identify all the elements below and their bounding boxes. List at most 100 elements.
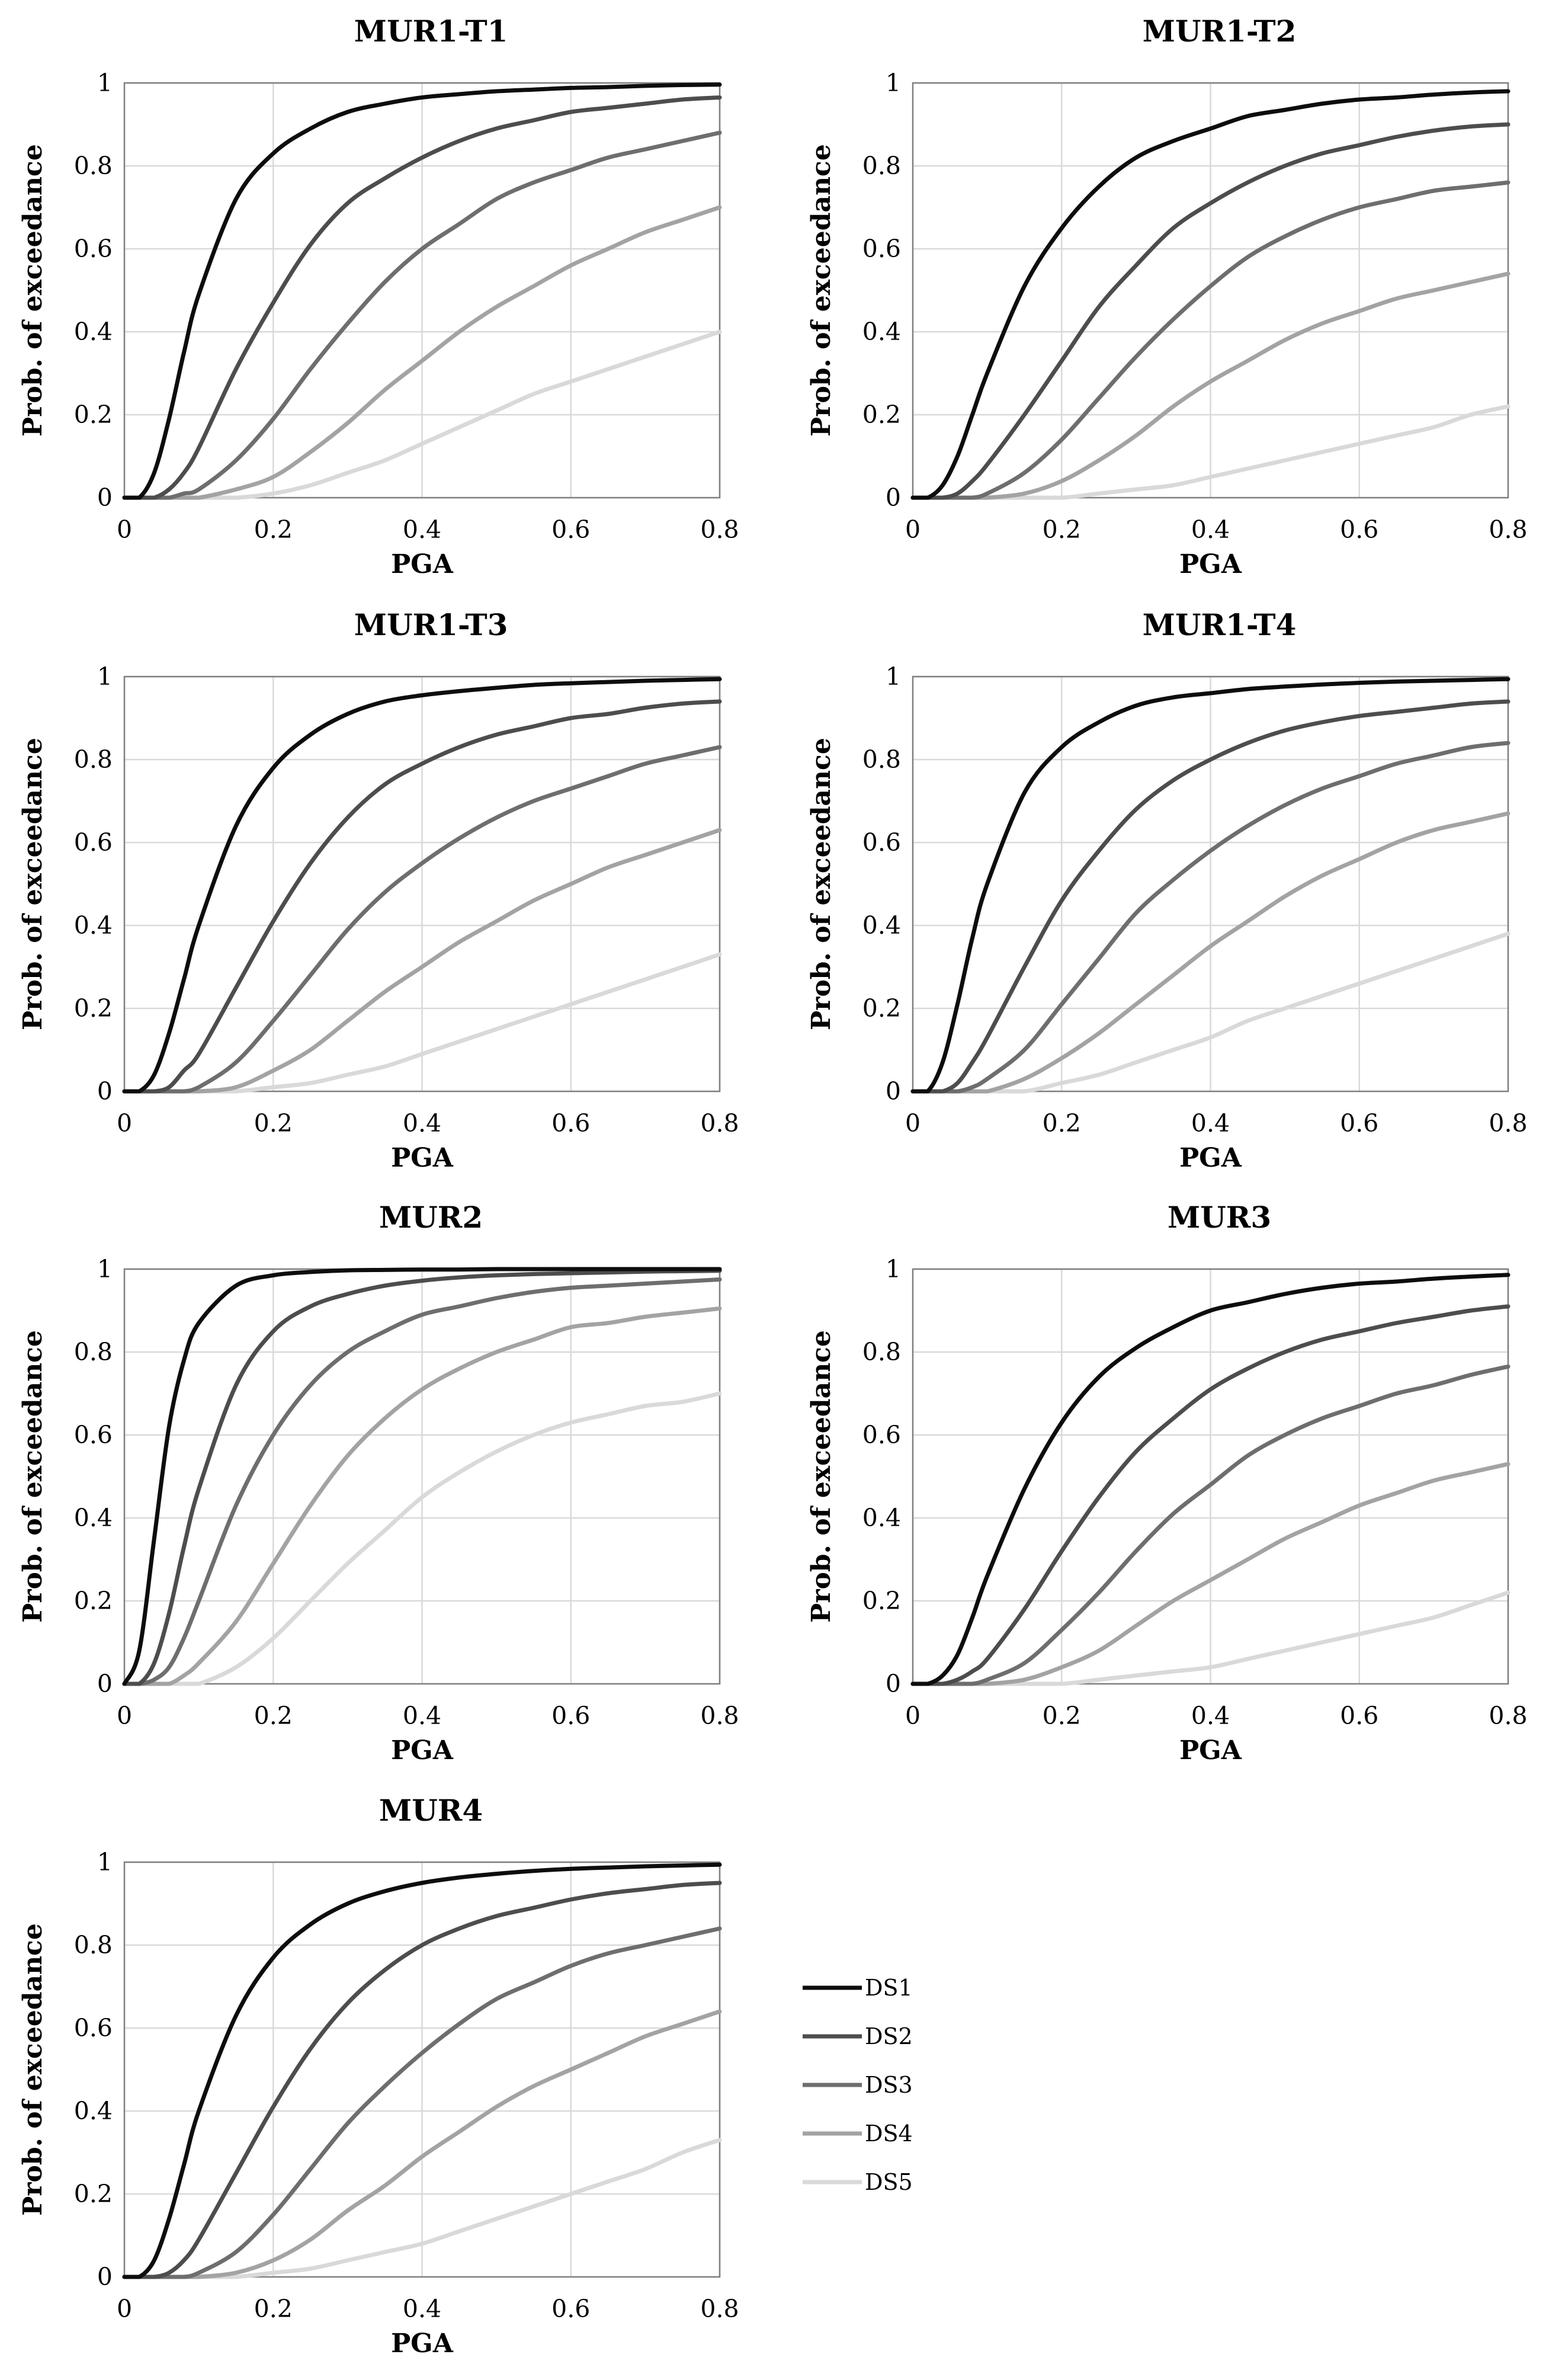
y-tick-label: 0.4 [74, 1504, 113, 1532]
y-tick-label: 1 [886, 662, 901, 691]
y-axis-label: Prob. of exceedance [18, 144, 48, 437]
y-tick-label: 0 [97, 483, 113, 512]
x-axis-label: PGA [1179, 549, 1242, 579]
panel-title: MUR3 [1168, 1200, 1271, 1235]
y-tick-label: 0.6 [862, 828, 901, 857]
legend-label-ds5: DS5 [865, 2169, 913, 2195]
x-axis-label: PGA [391, 549, 454, 579]
y-tick-label: 0.2 [862, 994, 901, 1023]
panel-mur3: 0 0.2 0.4 0.6 0.8 1 0 0.2 0.4 0.6 0.8 MUR3 PGA Prob. … [806, 1200, 1528, 1766]
y-tick-label: 0.6 [74, 828, 113, 857]
series-line-ds4 [122, 1306, 722, 1686]
y-tick-label: 0.4 [74, 911, 113, 940]
series-line-ds3 [910, 180, 1510, 500]
y-tick-label: 0 [97, 1670, 113, 1698]
panel-title: MUR4 [379, 1793, 483, 1828]
y-axis-label: Prob. of exceedance [806, 738, 836, 1030]
y-tick-label: 1 [886, 1255, 901, 1283]
panel-title: MUR1-T3 [354, 607, 508, 642]
x-tick-label: 0.6 [1340, 515, 1378, 544]
legend-label-ds3: DS3 [865, 2072, 913, 2098]
y-tick-label: 0.8 [74, 152, 113, 180]
x-tick-label: 0 [905, 1702, 921, 1730]
plot-area [912, 675, 1509, 1093]
x-tick-label: 0 [905, 1109, 921, 1138]
x-tick-label: 0.8 [1489, 515, 1527, 544]
x-tick-label: 0.4 [1191, 1109, 1230, 1138]
x-tick-label: 0.4 [1191, 1702, 1230, 1730]
y-axis-label: Prob. of exceedance [806, 1330, 836, 1623]
series-line-ds1 [910, 89, 1510, 500]
y-tick-label: 0 [97, 1077, 113, 1106]
x-axis-label: PGA [391, 1735, 454, 1766]
y-tick-label: 0.6 [74, 2014, 113, 2042]
plot-area [912, 82, 1509, 499]
panel-mur1-t4: 0 0.2 0.4 0.6 0.8 1 0 0.2 0.4 0.6 0.8 MUR1-T4 PGA Pro… [806, 607, 1528, 1173]
x-tick-label: 0.6 [551, 515, 590, 544]
x-tick-label: 0.4 [403, 1109, 441, 1138]
y-tick-label: 0.6 [74, 1421, 113, 1449]
y-tick-label: 0.4 [74, 2097, 113, 2125]
series-line-ds1 [122, 677, 722, 1094]
x-tick-label: 0 [905, 515, 921, 544]
y-tick-label: 0.8 [74, 1931, 113, 1959]
legend-label-ds2: DS2 [865, 2023, 913, 2049]
series-line-ds1 [910, 1273, 1510, 1686]
x-tick-label: 0.2 [254, 1702, 293, 1730]
y-tick-label: 1 [97, 1255, 113, 1283]
x-tick-label: 0.8 [700, 1702, 739, 1730]
panel-mur1-t2: 0 0.2 0.4 0.6 0.8 1 0 0.2 0.4 0.6 0.8 MUR1-T2 PGA Pro… [806, 14, 1528, 579]
series-line-ds2 [910, 122, 1510, 500]
x-tick-label: 0 [117, 515, 132, 544]
x-tick-label: 0.2 [254, 1109, 293, 1138]
legend-label-ds4: DS4 [865, 2120, 913, 2147]
x-tick-label: 0.4 [403, 515, 441, 544]
x-tick-label: 0.4 [403, 2295, 441, 2323]
x-tick-label: 0.8 [700, 515, 739, 544]
y-tick-label: 0.8 [74, 1338, 113, 1366]
series-line-ds2 [122, 1269, 722, 1686]
x-tick-label: 0.4 [1191, 515, 1230, 544]
y-tick-label: 0.2 [862, 401, 901, 429]
x-tick-label: 0.8 [1489, 1109, 1527, 1138]
x-tick-label: 0 [117, 1109, 132, 1138]
y-tick-label: 0 [886, 1670, 901, 1698]
y-tick-label: 0.2 [74, 1587, 113, 1615]
series-line-ds3 [122, 1277, 722, 1686]
y-tick-label: 0.8 [862, 745, 901, 774]
panel-mur4: 0 0.2 0.4 0.6 0.8 1 0 0.2 0.4 0.6 0.8 MUR4 PGA Prob. … [18, 1793, 739, 2359]
y-tick-label: 0.8 [862, 152, 901, 180]
y-tick-label: 0.4 [862, 911, 901, 940]
x-tick-label: 0 [117, 2295, 132, 2323]
y-tick-label: 0.2 [862, 1587, 901, 1615]
plot-area [123, 82, 721, 499]
y-tick-label: 0.4 [74, 318, 113, 346]
x-axis-label: PGA [1179, 1143, 1242, 1173]
y-tick-label: 0.8 [862, 1338, 901, 1366]
x-tick-label: 0.8 [700, 1109, 739, 1138]
y-tick-label: 0.8 [74, 745, 113, 774]
series-line-ds3 [910, 741, 1510, 1094]
y-axis-label: Prob. of exceedance [18, 1923, 48, 2216]
panel-mur2: 0 0.2 0.4 0.6 0.8 1 0 0.2 0.4 0.6 0.8 MUR2 PGA Prob. … [18, 1200, 739, 1766]
series-line-ds3 [122, 1926, 722, 2279]
series-line-ds3 [122, 745, 722, 1094]
plot-area [123, 675, 721, 1093]
panel-title: MUR1-T1 [354, 14, 508, 49]
x-tick-label: 0 [117, 1702, 132, 1730]
y-axis-label: Prob. of exceedance [806, 144, 836, 437]
panel-title: MUR1-T4 [1143, 607, 1297, 642]
y-tick-label: 1 [886, 69, 901, 97]
series-line-ds1 [122, 1862, 722, 2279]
y-tick-label: 1 [97, 662, 113, 691]
x-tick-label: 0.8 [700, 2295, 739, 2323]
y-tick-label: 0.6 [74, 235, 113, 263]
panel-title: MUR1-T2 [1143, 14, 1297, 49]
series-line-ds2 [122, 1881, 722, 2279]
y-tick-label: 0 [97, 2263, 113, 2291]
y-tick-label: 0.4 [862, 1504, 901, 1532]
y-axis-label: Prob. of exceedance [18, 1330, 48, 1623]
y-tick-label: 0.2 [74, 2180, 113, 2208]
series-line-ds2 [910, 699, 1510, 1094]
